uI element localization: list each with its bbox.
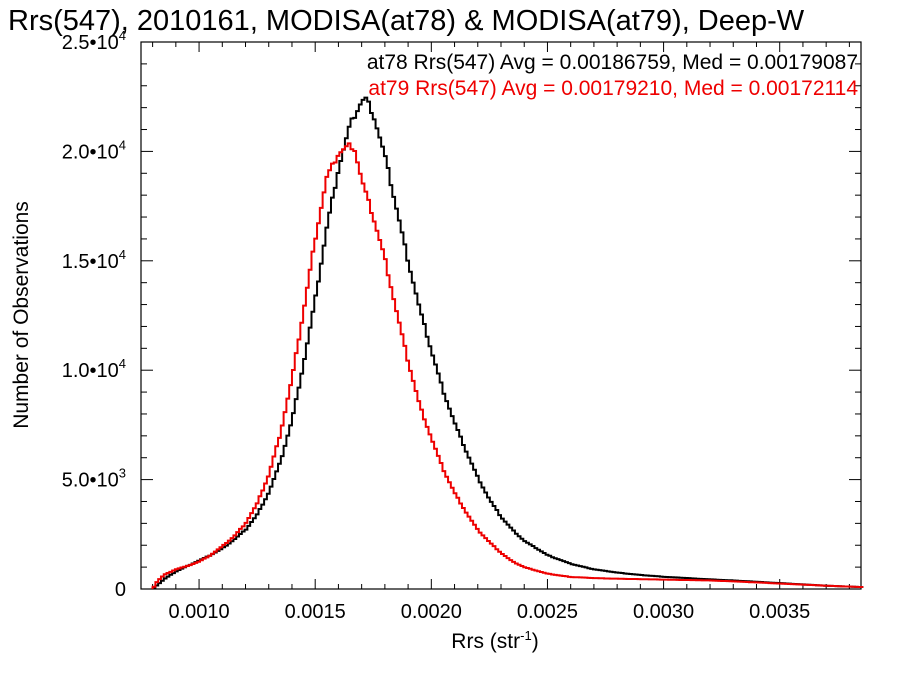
y-tick-exponent: 4: [119, 137, 126, 152]
x-axis-title-close: ): [532, 630, 539, 653]
y-tick-label: 2.5•104: [62, 28, 126, 54]
x-axis-title-exponent: -1: [520, 628, 532, 643]
x-axis-ticks: 0.0010 0.0015 0.0020 0.0025 0.0030 0.0035: [152, 42, 850, 623]
legend-entry-at78: at78 Rrs(547) Avg = 0.00186759, Med = 0.…: [367, 51, 858, 74]
y-tick-base: 0: [115, 579, 126, 601]
x-tick-label: 0.0020: [401, 601, 462, 623]
x-axis-title-main: Rrs (str: [451, 630, 520, 653]
x-tick-label: 0.0010: [168, 601, 229, 623]
y-tick-exponent: 4: [119, 356, 126, 371]
y-tick-exponent: 4: [119, 247, 126, 262]
chart-title: Rrs(547), 2010161, MODISA(at78) & MODISA…: [8, 5, 805, 37]
y-tick-base: 5.0•10: [62, 470, 119, 492]
x-tick-label: 0.0035: [749, 601, 810, 623]
series-group: [151, 96, 864, 589]
y-tick-base: 2.5•10: [62, 32, 119, 54]
y-tick-base: 1.5•10: [62, 251, 119, 273]
y-tick-label: 0: [115, 579, 126, 601]
x-tick-label: 0.0015: [285, 601, 346, 623]
y-tick-base: 1.0•10: [62, 360, 119, 382]
legend-entry-at79: at79 Rrs(547) Avg = 0.00179210, Med = 0.…: [368, 77, 858, 100]
y-tick-exponent: 3: [119, 466, 126, 481]
y-tick-base: 2.0•10: [62, 141, 119, 163]
x-tick-label: 0.0025: [517, 601, 578, 623]
y-tick-exponent: 4: [119, 28, 126, 43]
series-line-0: [151, 96, 864, 589]
y-tick-label: 5.0•103: [62, 466, 126, 492]
y-tick-label: 1.0•104: [62, 356, 126, 382]
x-axis-title: Rrs (str-1): [451, 628, 538, 653]
y-tick-label: 1.5•104: [62, 247, 126, 273]
plot-frame: [140, 41, 862, 590]
y-axis-title: Number of Observations: [10, 201, 33, 429]
y-tick-label: 2.0•104: [62, 137, 126, 163]
x-tick-label: 0.0030: [633, 601, 694, 623]
series-line-1: [151, 142, 864, 589]
